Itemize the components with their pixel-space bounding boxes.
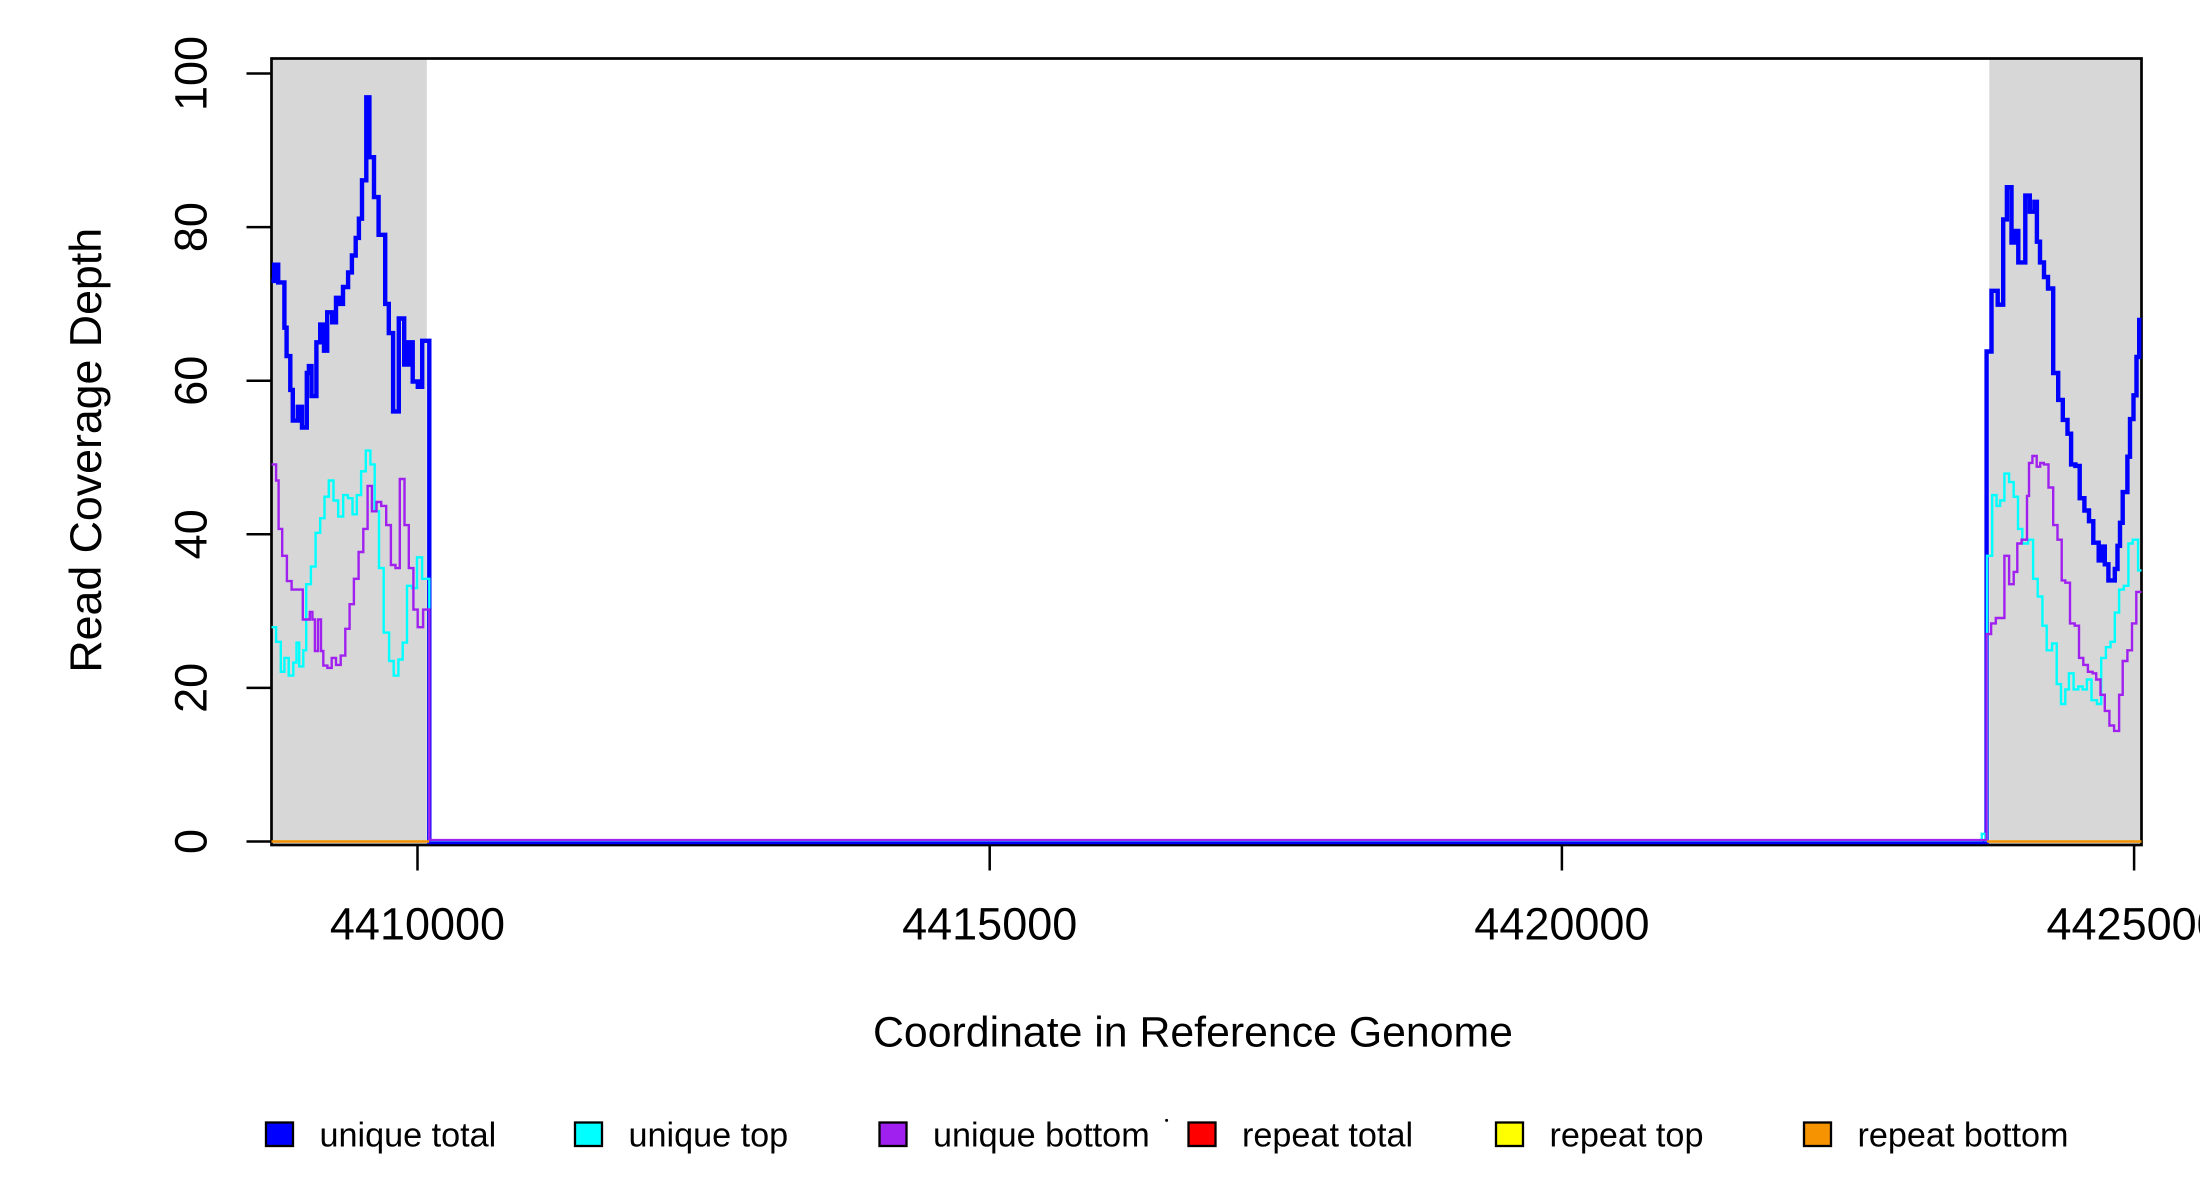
svg-text:0: 0 — [166, 829, 217, 854]
svg-text:repeat top: repeat top — [1550, 1117, 1704, 1155]
svg-text:40: 40 — [166, 509, 217, 559]
svg-text:100: 100 — [166, 36, 217, 111]
svg-text:unique top: unique top — [629, 1117, 789, 1155]
svg-text:Read Coverage Depth: Read Coverage Depth — [62, 228, 111, 673]
svg-text:Coordinate in Reference Genome: Coordinate in Reference Genome — [873, 1008, 1513, 1056]
svg-text:repeat bottom: repeat bottom — [1858, 1117, 2069, 1155]
svg-text:80: 80 — [166, 202, 217, 252]
svg-text:unique total: unique total — [320, 1117, 497, 1155]
svg-text:unique bottom: unique bottom — [933, 1117, 1150, 1155]
svg-text:4420000: 4420000 — [1474, 899, 1649, 950]
svg-text:60: 60 — [166, 356, 217, 406]
svg-text:4410000: 4410000 — [330, 899, 505, 950]
svg-text:repeat total: repeat total — [1242, 1117, 1413, 1155]
svg-text:20: 20 — [166, 663, 217, 713]
svg-text:4415000: 4415000 — [902, 899, 1077, 950]
